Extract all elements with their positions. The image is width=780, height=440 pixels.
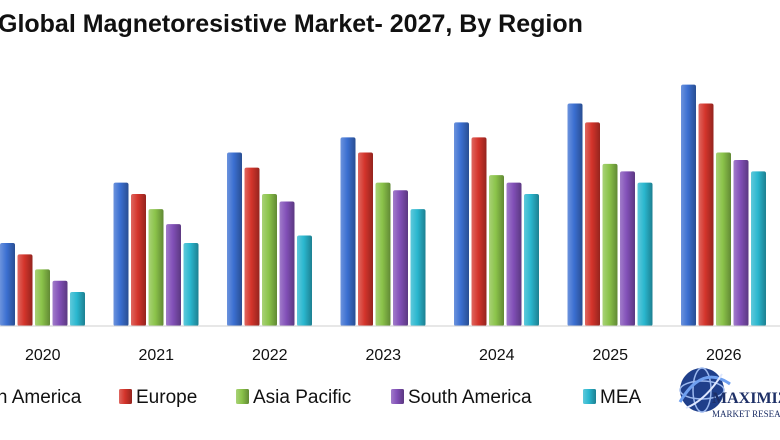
x-tick-label: 2024: [479, 347, 515, 364]
bar-2023-europe: [358, 152, 373, 326]
legend-label: Asia Pacific: [253, 387, 351, 408]
x-tick-label: 2023: [365, 347, 401, 364]
legend-item-north-america: North America: [0, 387, 82, 408]
legend-swatch: [583, 389, 596, 404]
bar-2024-asia-pacific: [489, 175, 504, 326]
bar-2024-south-america: [506, 182, 522, 326]
legend-label: South America: [408, 387, 532, 408]
bar-2025-south-america: [620, 171, 635, 326]
legend-swatch: [119, 389, 132, 404]
bar-2022-asia-pacific: [262, 194, 277, 326]
bar-2026-south-america: [733, 160, 749, 326]
x-tick-label: 2021: [138, 347, 174, 364]
logo-text-sub: MARKET RESEARCH: [712, 409, 780, 419]
bar-2022-mea: [297, 235, 312, 326]
bar-2022-europe: [244, 167, 260, 326]
legend-item-south-america: South America: [391, 387, 532, 408]
bar-2025-europe: [585, 122, 600, 326]
legend-swatch: [391, 389, 404, 404]
bar-2020-asia-pacific: [35, 269, 50, 326]
legend-item-asia-pacific: Asia Pacific: [236, 387, 351, 408]
bar-2020-north-america: [0, 243, 15, 326]
bar-2021-europe: [131, 194, 146, 326]
bar-2024-mea: [524, 194, 539, 326]
legend-item-europe: Europe: [119, 387, 197, 408]
x-tick-label: 2026: [706, 347, 742, 364]
bar-2025-asia-pacific: [602, 163, 618, 326]
bar-2020-mea: [70, 292, 85, 326]
bar-2026-europe: [698, 103, 714, 326]
bar-2025-north-america: [567, 103, 583, 326]
bar-2021-north-america: [113, 182, 129, 326]
globe-icon: [678, 367, 731, 413]
bar-2021-mea: [183, 243, 199, 326]
bar-2025-mea: [637, 182, 653, 326]
bar-2026-asia-pacific: [716, 152, 731, 326]
x-tick-label: 2020: [25, 347, 61, 364]
legend-label: MEA: [600, 387, 642, 408]
bar-2023-north-america: [340, 137, 356, 326]
x-tick-label: 2022: [252, 347, 288, 364]
logo-graphic: MAXIMIZE MARKET RESEARCH: [678, 367, 780, 419]
bar-2024-europe: [471, 137, 487, 326]
bar-2020-south-america: [52, 280, 68, 326]
legend-label: North America: [0, 387, 82, 408]
bar-2021-asia-pacific: [148, 209, 164, 326]
bar-2023-mea: [410, 209, 426, 326]
legend-swatch: [236, 389, 249, 404]
legend: North America Europe Asia Pacific South Ame…: [0, 387, 642, 408]
legend-item-mea: MEA: [583, 387, 642, 408]
bar-2026-mea: [751, 171, 766, 326]
bar-group: [0, 84, 766, 326]
bar-2021-south-america: [166, 224, 181, 326]
bar-2024-north-america: [454, 122, 469, 326]
x-tick-label: 2025: [592, 347, 628, 364]
legend-label: Europe: [136, 387, 197, 408]
x-tick-labels: 2020 2021 2022 2023 2024 2025 2026: [25, 347, 742, 364]
bar-2023-south-america: [393, 190, 408, 326]
logo-text-main: MAXIMIZE: [712, 390, 780, 407]
bar-2022-north-america: [227, 152, 242, 326]
chart-title: Global Magnetoresistive Market- 2027, By…: [0, 10, 583, 38]
bar-2022-south-america: [279, 201, 295, 326]
company-logo: MAXIMIZE MARKET RESEARCH: [672, 362, 780, 440]
bar-2020-europe: [17, 254, 33, 326]
bar-2023-asia-pacific: [375, 182, 391, 326]
bar-2026-north-america: [681, 84, 696, 326]
